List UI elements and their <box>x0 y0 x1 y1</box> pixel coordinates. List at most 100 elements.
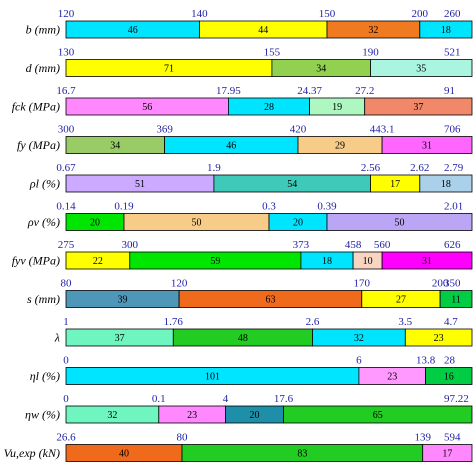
segment-value-label: 18 <box>441 25 451 36</box>
row-label: ρv (%) <box>27 215 60 229</box>
segment-value-label: 37 <box>115 333 125 344</box>
boundary-tick-label: 275 <box>58 239 75 251</box>
boundary-tick-label: 626 <box>444 239 461 251</box>
segment-value-label: 19 <box>332 102 342 113</box>
segment-value-label: 20 <box>90 218 100 229</box>
row-label: fy (MPa) <box>17 138 60 152</box>
bar-segment <box>419 20 473 39</box>
boundary-tick-label: 4 <box>223 393 229 405</box>
boundary-tick-label: 27.2 <box>355 85 374 97</box>
bar-segment <box>425 367 473 385</box>
segment-value-label: 23 <box>434 333 444 344</box>
segment-value-label: 40 <box>119 449 129 460</box>
segment-value-label: 54 <box>287 179 297 190</box>
boundary-tick-label: 150 <box>319 8 336 20</box>
segment-value-label: 32 <box>368 25 378 36</box>
segment-value-label: 44 <box>258 25 268 36</box>
boundary-tick-label: 0.3 <box>262 201 276 213</box>
boundary-tick-label: 706 <box>444 124 461 136</box>
boundary-tick-label: 521 <box>444 47 461 59</box>
bar-segment <box>381 136 473 154</box>
segment-value-label: 28 <box>264 102 274 113</box>
segment-value-label: 17 <box>390 179 400 190</box>
boundary-tick-label: 200 <box>412 8 429 20</box>
segment-value-label: 32 <box>354 333 364 344</box>
boundary-tick-label: 2.79 <box>444 162 464 174</box>
segment-value-label: 101 <box>205 372 220 383</box>
segment-value-label: 10 <box>363 256 373 267</box>
boundary-tick-label: 2.6 <box>306 316 320 328</box>
segment-value-label: 18 <box>322 256 332 267</box>
row-label: fyv (MPa) <box>12 254 60 268</box>
boundary-tick-label: 130 <box>58 47 75 59</box>
boundary-tick-label: 2.01 <box>444 201 463 213</box>
segment-value-label: 31 <box>422 256 432 267</box>
segment-value-label: 37 <box>413 102 423 113</box>
row-label: s (mm) <box>27 292 60 306</box>
boundary-tick-label: 560 <box>374 239 391 251</box>
bar-segment <box>422 444 473 462</box>
bar-segment <box>419 174 473 193</box>
boundary-tick-label: 1.9 <box>207 162 221 174</box>
boundary-tick-label: 0.67 <box>56 162 76 174</box>
segment-value-label: 50 <box>395 218 405 229</box>
segment-value-label: 22 <box>93 256 103 267</box>
segment-value-label: 71 <box>164 64 174 75</box>
boundary-tick-label: 3.5 <box>398 316 412 328</box>
segment-value-label: 11 <box>451 295 461 306</box>
segment-value-label: 83 <box>297 449 307 460</box>
segment-value-label: 51 <box>135 179 145 190</box>
segment-value-label: 31 <box>422 141 432 152</box>
segment-value-label: 34 <box>316 64 326 75</box>
boundary-tick-label: 0.19 <box>114 201 134 213</box>
boundary-tick-label: 2.62 <box>410 162 429 174</box>
boundary-tick-label: 0 <box>63 393 69 405</box>
boundary-tick-label: 1.76 <box>164 316 184 328</box>
boundary-tick-label: 24.37 <box>297 85 322 97</box>
boundary-tick-label: 369 <box>156 124 173 136</box>
boundary-tick-label: 300 <box>58 124 75 136</box>
row-label: ρl (%) <box>29 177 60 191</box>
row-label: ηl (%) <box>30 369 60 383</box>
boundary-tick-label: 300 <box>122 239 139 251</box>
row-label: fck (MPa) <box>12 100 60 114</box>
boundary-tick-label: 458 <box>345 239 362 251</box>
boundary-tick-label: 260 <box>444 8 461 20</box>
boundary-tick-label: 1 <box>63 316 69 328</box>
boundary-tick-label: 6 <box>356 355 362 367</box>
segment-value-label: 39 <box>118 295 128 306</box>
boundary-tick-label: 28 <box>444 355 456 367</box>
segment-value-label: 23 <box>387 372 397 383</box>
segment-value-label: 46 <box>226 141 236 152</box>
boundary-tick-label: 17.6 <box>274 393 294 405</box>
boundary-tick-label: 350 <box>444 278 461 290</box>
boundary-tick-label: 91 <box>444 85 455 97</box>
boundary-tick-label: 0 <box>63 355 69 367</box>
segment-value-label: 35 <box>416 64 426 75</box>
boundary-tick-label: 420 <box>290 124 307 136</box>
bar-segment <box>404 328 473 347</box>
bar-segment <box>439 290 473 308</box>
boundary-tick-label: 16.7 <box>56 85 76 97</box>
boundary-tick-label: 0.1 <box>152 393 166 405</box>
boundary-tick-label: 2.56 <box>361 162 381 174</box>
bar-segment <box>283 405 473 424</box>
boundary-tick-label: 140 <box>191 8 208 20</box>
boundary-tick-label: 97.22 <box>444 393 469 405</box>
row-label: b (mm) <box>26 23 60 37</box>
segment-value-label: 50 <box>192 218 202 229</box>
segment-value-label: 48 <box>238 333 248 344</box>
boundary-tick-label: 26.6 <box>56 432 76 444</box>
segment-value-label: 29 <box>335 141 345 152</box>
bar-segment <box>326 213 473 231</box>
segment-value-label: 16 <box>444 372 454 383</box>
segment-value-label: 23 <box>187 410 197 421</box>
segment-value-label: 34 <box>110 141 120 152</box>
boundary-tick-label: 0.39 <box>317 201 337 213</box>
segment-value-label: 59 <box>210 256 220 267</box>
boundary-tick-label: 17.95 <box>216 85 241 97</box>
boundary-tick-label: 120 <box>58 8 75 20</box>
segment-value-label: 18 <box>441 179 451 190</box>
boundary-tick-label: 443.1 <box>370 124 395 136</box>
